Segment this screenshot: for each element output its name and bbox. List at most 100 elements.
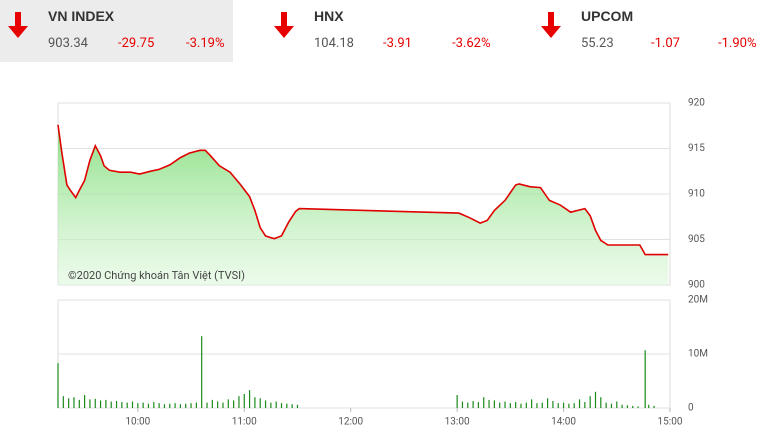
volume-bar (536, 403, 538, 408)
volume-bar (158, 403, 160, 408)
x-tick-label: 10:00 (125, 417, 150, 428)
volume-bar (456, 395, 458, 408)
volume-bar (201, 336, 203, 408)
volume-bar (259, 398, 261, 408)
index-price: 104.18 (314, 36, 354, 51)
volume-bar (461, 401, 464, 408)
x-tick-label: 15:00 (658, 417, 683, 428)
volume-bar (78, 399, 80, 408)
index-change: -29.75 (118, 36, 155, 51)
volume-bar (605, 402, 607, 408)
x-tick-label: 12:00 (338, 417, 363, 428)
index-change: -1.07 (651, 36, 680, 51)
volume-bar (280, 403, 283, 408)
volume-bar (477, 402, 480, 408)
down-arrow (274, 12, 294, 38)
volume-bar (105, 399, 107, 408)
index-name: VN INDEX (48, 8, 115, 24)
volume-bar (509, 403, 511, 408)
index-percent: -3.19% (186, 36, 225, 51)
volume-bar (610, 403, 613, 408)
volume-bar (84, 395, 86, 408)
index-tile[interactable]: UPCOM 55.23 -1.07 -1.90% (533, 0, 763, 62)
volume-bar (195, 402, 197, 408)
volume-bar (57, 363, 59, 408)
volume-bar (541, 402, 543, 408)
volume-bar (115, 400, 118, 408)
volume-bar (68, 398, 70, 408)
volume-bar (110, 401, 112, 408)
volume-bar (126, 402, 128, 408)
volume-bar (147, 403, 150, 408)
volume-bar (142, 402, 144, 408)
volume-bar (626, 405, 629, 408)
y-tick-label: 900 (688, 280, 705, 291)
index-price: 55.23 (581, 36, 614, 51)
index-tile[interactable]: HNX 104.18 -3.91 -3.62% (266, 0, 499, 62)
y-tick-label: 0 (688, 403, 694, 414)
volume-bar (185, 403, 187, 408)
volume-bar (467, 402, 469, 408)
volume-bar (243, 393, 245, 408)
y-tick-label: 905 (688, 234, 705, 245)
volume-bar (227, 399, 229, 408)
volume-bar (264, 400, 267, 408)
volume-bar (525, 402, 527, 408)
volume-bar (286, 403, 288, 408)
volume-bar (238, 396, 240, 408)
volume-bar (552, 400, 554, 408)
volume-bar (499, 402, 501, 408)
index-tile[interactable]: VN INDEX 903.34 -29.75 -3.19% (0, 0, 233, 62)
volume-bar (547, 398, 549, 408)
volume-bar (206, 402, 208, 408)
index-percent: -3.62% (452, 36, 491, 51)
volume-bar (270, 402, 272, 408)
volume-bar (248, 390, 251, 408)
y-tick-label: 920 (688, 98, 705, 109)
y-tick-label: 915 (688, 143, 705, 154)
volume-bar (616, 401, 618, 408)
volume-bar (644, 350, 646, 408)
volume-bar (217, 401, 219, 408)
index-name: UPCOM (581, 8, 634, 24)
volume-bar (99, 400, 102, 408)
y-tick-label: 910 (688, 189, 705, 200)
volume-bar (291, 404, 293, 408)
index-change: -3.91 (383, 36, 412, 51)
volume-bar (94, 398, 96, 408)
index-price: 903.34 (48, 36, 88, 51)
volume-bar (163, 404, 166, 408)
volume-bar (600, 397, 602, 408)
volume-bar (520, 403, 522, 408)
volume-bar (488, 399, 490, 408)
volume-bar (589, 396, 591, 408)
volume-bar (137, 403, 139, 408)
price-line (57, 124, 669, 256)
volume-bar (222, 402, 224, 408)
volume-bar (275, 401, 277, 408)
volume-bar (653, 405, 655, 408)
volume-bar (568, 403, 570, 408)
volume-bar (584, 402, 586, 408)
volume-bar (483, 397, 485, 408)
volume-bar (179, 404, 181, 408)
y-tick-label: 20M (688, 295, 708, 306)
volume-bar (472, 400, 474, 408)
volume-bar (557, 403, 559, 408)
volume-bar (515, 402, 517, 408)
volume-bar (89, 399, 91, 408)
index-name: HNX (314, 8, 344, 24)
down-arrow (8, 12, 28, 38)
volume-bar (296, 404, 299, 408)
volume-bar (169, 403, 171, 408)
x-tick-label: 14:00 (551, 417, 576, 428)
down-arrow (541, 12, 561, 38)
volume-bar (73, 397, 75, 408)
watermark: ©2020 Chứng khoán Tân Việt (TVSI) (68, 269, 245, 282)
x-tick-label: 11:00 (232, 417, 257, 428)
volume-bar (573, 403, 575, 408)
volume-bar (131, 401, 134, 408)
y-tick-label: 10M (688, 349, 708, 360)
